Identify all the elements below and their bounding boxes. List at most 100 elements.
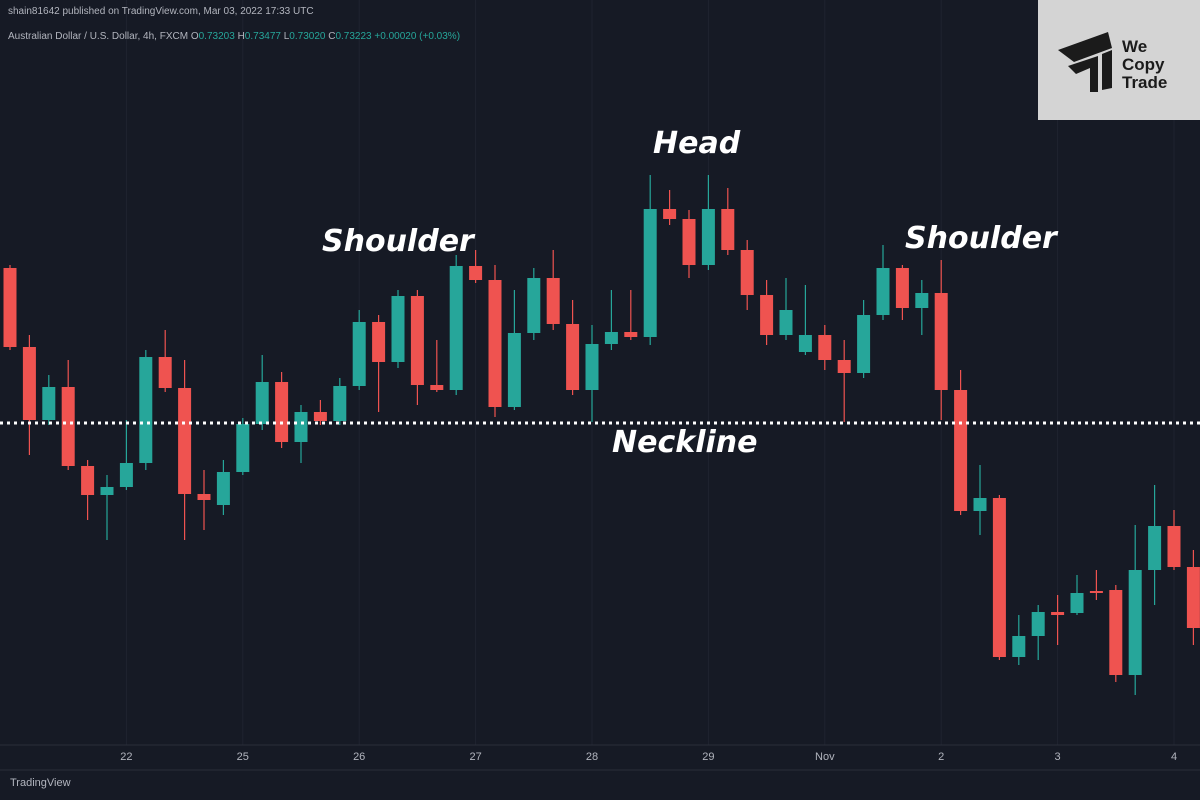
logo-text: Trade: [1122, 73, 1168, 92]
candle-body: [372, 322, 386, 362]
candle-body: [566, 324, 580, 390]
logo-text: Copy: [1122, 55, 1165, 74]
candle-body: [449, 266, 463, 390]
candle-body: [1031, 612, 1045, 636]
candle-body: [701, 209, 715, 265]
candle-body: [604, 332, 618, 344]
ohlc-value: 0.73477: [244, 31, 281, 42]
candle-body: [934, 293, 948, 390]
candle-body: [469, 266, 483, 280]
candle-body: [1012, 636, 1026, 657]
candle-body: [42, 387, 56, 420]
candle-body: [1051, 612, 1065, 615]
candle-body: [663, 209, 677, 219]
x-tick-label: 3: [1055, 751, 1061, 763]
candle-body: [1167, 526, 1181, 567]
candle-body: [624, 332, 638, 337]
candle-body: [1109, 590, 1123, 675]
ohlc-label: H: [237, 31, 245, 42]
candle-body: [22, 347, 36, 420]
logo-icon: [1058, 32, 1112, 92]
candle-body: [1089, 591, 1103, 593]
candle-body: [740, 250, 754, 295]
change: +0.00020 (+0.03%): [374, 31, 461, 42]
ohlc-label: C: [328, 31, 336, 42]
candle-body: [527, 278, 541, 333]
x-tick-label: 25: [237, 751, 249, 763]
x-tick-label: 22: [120, 751, 132, 763]
x-tick-label: 4: [1171, 751, 1177, 763]
candle-body: [954, 390, 968, 511]
symbol: Australian Dollar / U.S. Dollar, 4h, FXC…: [8, 31, 189, 42]
candle-body: [721, 209, 735, 250]
logo-shape: [1102, 50, 1112, 90]
candle-body: [216, 472, 230, 505]
candle-body: [81, 466, 95, 495]
candle-body: [139, 357, 153, 463]
x-tick-label: 29: [702, 751, 714, 763]
candle-body: [1070, 593, 1084, 613]
candle-body: [352, 322, 366, 386]
symbol-legend: Australian Dollar / U.S. Dollar, 4h, FXC…: [8, 31, 460, 42]
x-tick-label: Nov: [815, 751, 835, 763]
footer: TradingView: [10, 777, 71, 789]
candle-body: [275, 382, 289, 442]
candle-body: [760, 295, 774, 335]
candle-body: [236, 424, 250, 472]
candle-body: [682, 219, 696, 265]
publisher: shain81642 published on TradingView.com,…: [8, 6, 314, 17]
candle-body: [1148, 526, 1162, 570]
ohlc-label: L: [283, 31, 290, 42]
annotation: Neckline: [612, 425, 757, 460]
candle-body: [973, 498, 987, 511]
candle-body: [895, 268, 909, 308]
logo-text: We: [1122, 37, 1148, 56]
candle-body: [915, 293, 929, 308]
candle-body: [158, 357, 172, 388]
candle-body: [837, 360, 851, 373]
candle-body: [391, 296, 405, 362]
annotation: Head: [653, 126, 741, 161]
ohlc-value: 0.73223: [335, 31, 372, 42]
candle-body: [430, 385, 444, 390]
candle-body: [255, 382, 269, 424]
candle-body: [100, 487, 114, 495]
x-tick-label: 26: [353, 751, 365, 763]
x-tick-label: 27: [469, 751, 481, 763]
ohlc-label: O: [190, 31, 199, 42]
candle-body: [643, 209, 657, 337]
candle-body: [178, 388, 192, 494]
candle-body: [1128, 570, 1142, 675]
candle-body: [333, 386, 347, 421]
candle-body: [197, 494, 211, 500]
candle-body: [546, 278, 560, 324]
candle-body: [294, 412, 308, 442]
candle-body: [876, 268, 890, 315]
ohlc-value: 0.73203: [198, 31, 235, 42]
ohlc-value: 0.73020: [289, 31, 326, 42]
x-tick-label: 2: [938, 751, 944, 763]
x-tick-label: 28: [586, 751, 598, 763]
candle-body: [488, 280, 502, 407]
candle-body: [313, 412, 327, 421]
candle-body: [410, 296, 424, 385]
candle-body: [61, 387, 75, 466]
candle-body: [779, 310, 793, 335]
candle-body: [992, 498, 1006, 657]
candle-body: [1186, 567, 1200, 628]
logo: We Copy Trade: [1038, 0, 1200, 120]
annotation: Shoulder: [322, 224, 476, 259]
candle-body: [585, 344, 599, 390]
candle-body: [818, 335, 832, 360]
logo-shape: [1068, 56, 1098, 92]
candle-body: [798, 335, 812, 352]
logo-shape: [1058, 32, 1112, 62]
annotation: Shoulder: [905, 221, 1059, 256]
candle-body: [3, 268, 17, 347]
candle-body: [507, 333, 521, 407]
candle-body: [119, 463, 133, 487]
candle-body: [857, 315, 871, 373]
